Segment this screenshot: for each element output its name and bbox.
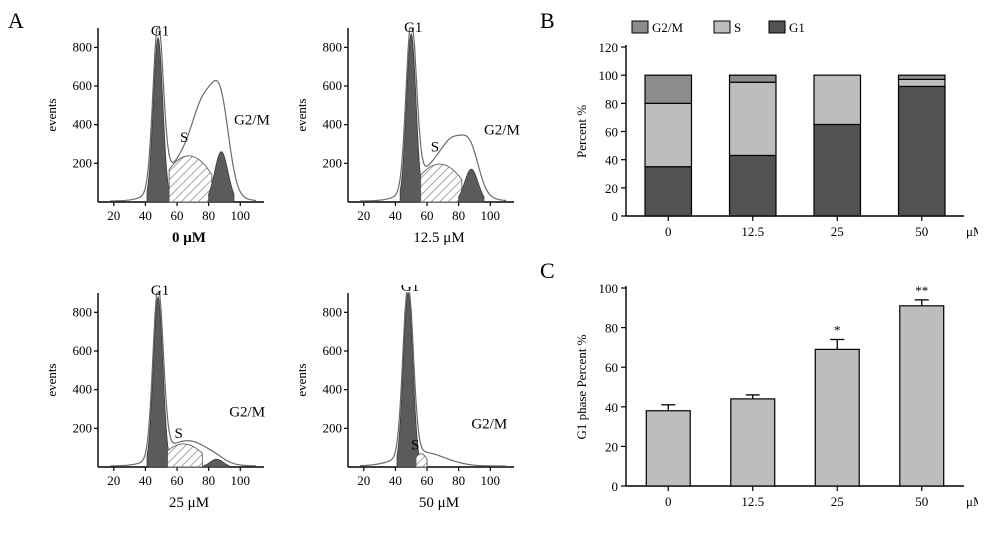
svg-text:12.5: 12.5 bbox=[741, 494, 764, 509]
svg-text:12.5: 12.5 bbox=[741, 224, 764, 239]
svg-text:800: 800 bbox=[73, 304, 93, 319]
histogram-0uM: 200 400 600 800 20 40 60 80 100 G1 S G2/M events 0 μM bbox=[40, 20, 270, 250]
svg-text:40: 40 bbox=[605, 153, 618, 168]
svg-text:25 μM: 25 μM bbox=[169, 495, 209, 511]
svg-text:600: 600 bbox=[73, 343, 93, 358]
svg-text:S: S bbox=[431, 140, 439, 156]
svg-text:G2/M: G2/M bbox=[484, 122, 520, 138]
svg-text:400: 400 bbox=[73, 382, 93, 397]
svg-text:Percent %: Percent % bbox=[574, 105, 589, 158]
svg-text:events: events bbox=[44, 98, 59, 131]
svg-text:G2/M: G2/M bbox=[229, 405, 265, 421]
svg-text:60: 60 bbox=[171, 473, 184, 488]
svg-text:25: 25 bbox=[831, 494, 844, 509]
svg-text:G1 phase Percent %: G1 phase Percent % bbox=[574, 334, 589, 439]
svg-text:80: 80 bbox=[605, 321, 618, 336]
svg-text:60: 60 bbox=[421, 473, 434, 488]
svg-text:0: 0 bbox=[612, 479, 619, 494]
svg-text:60: 60 bbox=[171, 208, 184, 223]
stacked-bar-chart: 0 20 40 60 80 100 120 G2/M S G1 0 12.5 25 50 μM Percent… bbox=[568, 15, 978, 250]
svg-text:S: S bbox=[734, 20, 741, 35]
svg-text:12.5 μM: 12.5 μM bbox=[413, 230, 464, 246]
svg-text:80: 80 bbox=[452, 473, 465, 488]
svg-text:800: 800 bbox=[323, 304, 343, 319]
svg-text:20: 20 bbox=[107, 473, 120, 488]
svg-text:20: 20 bbox=[357, 473, 370, 488]
svg-text:40: 40 bbox=[389, 473, 402, 488]
histogram-25uM: 200 400 600 800 20 40 60 80 100 G1 S G2/M events 25 μ… bbox=[40, 285, 270, 515]
svg-text:20: 20 bbox=[107, 208, 120, 223]
svg-text:100: 100 bbox=[481, 473, 501, 488]
svg-text:600: 600 bbox=[73, 78, 93, 93]
histogram-50uM: 200 400 600 800 20 40 60 80 100 G1 S G2/M events 50 μ… bbox=[290, 285, 520, 515]
svg-text:100: 100 bbox=[231, 208, 251, 223]
svg-text:80: 80 bbox=[202, 473, 215, 488]
svg-text:200: 200 bbox=[73, 155, 93, 170]
svg-text:events: events bbox=[294, 98, 309, 131]
panel-B-letter: B bbox=[540, 8, 555, 34]
svg-text:100: 100 bbox=[481, 208, 501, 223]
svg-text:0: 0 bbox=[612, 209, 619, 224]
svg-text:60: 60 bbox=[421, 208, 434, 223]
panel-C-letter: C bbox=[540, 258, 555, 284]
svg-text:200: 200 bbox=[323, 155, 343, 170]
svg-text:events: events bbox=[44, 363, 59, 396]
svg-text:20: 20 bbox=[357, 208, 370, 223]
svg-text:0 μM: 0 μM bbox=[172, 230, 206, 246]
svg-text:G1: G1 bbox=[151, 24, 169, 40]
svg-text:100: 100 bbox=[599, 281, 619, 296]
svg-text:μM: μM bbox=[966, 224, 978, 239]
svg-text:G2/M: G2/M bbox=[652, 20, 684, 35]
svg-text:events: events bbox=[294, 363, 309, 396]
svg-text:G1: G1 bbox=[404, 20, 422, 36]
svg-text:50 μM: 50 μM bbox=[419, 495, 459, 511]
svg-text:25: 25 bbox=[831, 224, 844, 239]
svg-text:400: 400 bbox=[323, 117, 343, 132]
svg-text:20: 20 bbox=[605, 439, 618, 454]
svg-text:200: 200 bbox=[323, 420, 343, 435]
svg-text:40: 40 bbox=[389, 208, 402, 223]
svg-text:60: 60 bbox=[605, 360, 618, 375]
svg-text:G2/M: G2/M bbox=[234, 113, 270, 129]
svg-text:800: 800 bbox=[323, 39, 343, 54]
svg-text:S: S bbox=[411, 438, 419, 454]
svg-text:μM: μM bbox=[966, 494, 978, 509]
svg-text:S: S bbox=[174, 426, 182, 442]
panel-A-letter: A bbox=[8, 8, 24, 34]
svg-text:20: 20 bbox=[605, 181, 618, 196]
svg-text:G2/M: G2/M bbox=[471, 416, 507, 432]
svg-text:G1: G1 bbox=[401, 285, 419, 295]
svg-text:600: 600 bbox=[323, 343, 343, 358]
svg-text:100: 100 bbox=[231, 473, 251, 488]
g1-phase-bar-chart: 0 20 40 60 80 100 0 12.5 * 25 ** 50 μM G1 phase Perce… bbox=[568, 268, 978, 520]
svg-text:40: 40 bbox=[605, 400, 618, 415]
svg-text:800: 800 bbox=[73, 39, 93, 54]
histogram-12p5uM: 200 400 600 800 20 40 60 80 100 G1 S G2/M events 12.5… bbox=[290, 20, 520, 250]
svg-text:*: * bbox=[834, 322, 841, 337]
svg-text:40: 40 bbox=[139, 208, 152, 223]
svg-text:80: 80 bbox=[202, 208, 215, 223]
svg-text:G1: G1 bbox=[151, 285, 169, 299]
svg-text:0: 0 bbox=[665, 494, 672, 509]
svg-text:80: 80 bbox=[452, 208, 465, 223]
svg-text:60: 60 bbox=[605, 125, 618, 140]
svg-text:50: 50 bbox=[915, 494, 928, 509]
svg-text:50: 50 bbox=[915, 224, 928, 239]
svg-text:400: 400 bbox=[73, 117, 93, 132]
svg-text:80: 80 bbox=[605, 96, 618, 111]
svg-text:**: ** bbox=[915, 283, 928, 298]
svg-text:0: 0 bbox=[665, 224, 672, 239]
svg-text:100: 100 bbox=[599, 68, 619, 83]
svg-text:120: 120 bbox=[599, 40, 619, 55]
svg-text:40: 40 bbox=[139, 473, 152, 488]
svg-text:200: 200 bbox=[73, 420, 93, 435]
svg-text:S: S bbox=[180, 130, 188, 146]
svg-text:600: 600 bbox=[323, 78, 343, 93]
svg-text:G1: G1 bbox=[789, 20, 805, 35]
svg-text:400: 400 bbox=[323, 382, 343, 397]
